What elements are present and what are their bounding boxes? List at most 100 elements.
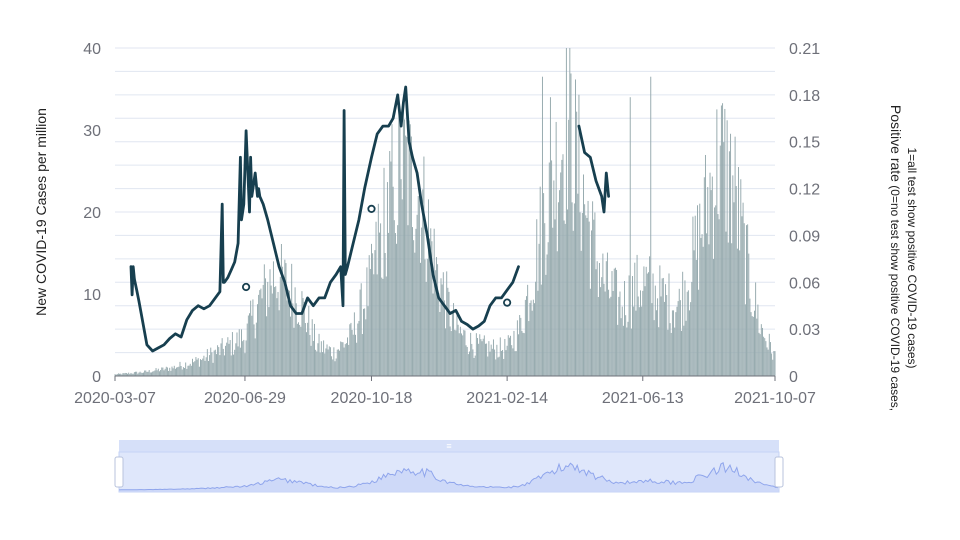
case-bar <box>138 372 140 376</box>
case-bar <box>214 349 216 376</box>
case-bar <box>181 369 183 376</box>
case-bar <box>572 230 574 376</box>
case-bar <box>447 287 449 376</box>
case-bar <box>569 48 571 376</box>
zoom-grip-icon[interactable]: ≡ <box>446 441 451 451</box>
case-bar <box>624 280 626 376</box>
case-bar <box>376 274 378 376</box>
positive-rate-segment <box>129 85 520 353</box>
case-bar <box>245 340 247 376</box>
case-bar <box>736 248 738 376</box>
case-bar <box>593 219 595 376</box>
case-bar <box>490 344 492 376</box>
case-bar <box>602 253 604 376</box>
case-bar <box>391 124 393 376</box>
case-bar <box>321 352 323 376</box>
case-bar <box>678 288 680 376</box>
case-bar <box>406 136 408 376</box>
case-bar <box>608 289 610 376</box>
case-bar <box>553 180 555 376</box>
case-bar <box>665 284 667 376</box>
case-bar <box>255 322 257 376</box>
case-bar <box>341 342 343 376</box>
case-bar <box>515 351 517 376</box>
case-bar <box>628 275 630 376</box>
case-bar <box>307 322 309 376</box>
y-tick-label: 40 <box>83 41 101 58</box>
case-bar <box>496 344 498 376</box>
case-bar <box>448 291 450 376</box>
case-bar <box>629 97 631 376</box>
case-bar <box>291 263 293 376</box>
case-bar <box>222 348 224 376</box>
case-bar <box>285 263 287 376</box>
case-bar <box>319 352 321 376</box>
case-bar <box>690 302 692 376</box>
case-bar <box>598 262 600 376</box>
y-tick-label: 30 <box>83 123 101 140</box>
case-bar <box>164 368 166 376</box>
zoom-move-bar[interactable] <box>119 440 779 452</box>
y-tick-label: 20 <box>83 205 101 222</box>
case-bar <box>241 329 243 376</box>
case-bar <box>121 374 123 376</box>
case-bar <box>274 287 276 376</box>
case-bar <box>331 356 333 376</box>
case-bar <box>455 330 457 376</box>
case-bar <box>720 105 722 376</box>
case-bar <box>243 339 245 376</box>
case-bar <box>457 324 459 376</box>
case-bar <box>616 269 618 376</box>
axes: 2020-03-07 2020-06-29 2020-10-18 2021-02-14… <box>74 41 820 407</box>
case-bar <box>771 353 773 376</box>
case-bar <box>306 332 307 376</box>
case-bar <box>727 242 729 376</box>
case-bar <box>630 328 632 376</box>
case-bar <box>546 254 548 376</box>
case-bar <box>764 338 766 376</box>
positive-rate-marker[interactable] <box>503 298 512 307</box>
case-bar <box>704 154 706 376</box>
case-bar <box>344 344 346 376</box>
case-bar <box>360 283 362 376</box>
case-bar <box>326 344 328 376</box>
case-bar <box>294 287 296 376</box>
case-bar <box>549 97 551 376</box>
case-bar <box>421 227 423 376</box>
case-bar <box>364 308 366 376</box>
case-bar <box>212 362 214 376</box>
case-bar <box>250 300 252 376</box>
case-bar <box>520 317 522 376</box>
case-bar <box>185 362 187 376</box>
case-bar <box>505 350 507 376</box>
case-bar <box>365 319 367 376</box>
case-bar <box>438 293 440 376</box>
case-bar <box>541 76 543 376</box>
zoom-handle-right[interactable] <box>774 456 784 488</box>
case-bar <box>551 160 553 376</box>
case-bar <box>442 272 444 376</box>
case-bar <box>295 303 297 376</box>
data-zoom-slider[interactable]: ≡ <box>114 440 784 493</box>
zoom-handle-left[interactable] <box>114 456 124 488</box>
case-bar <box>139 371 141 376</box>
case-bar <box>430 228 432 376</box>
case-bar <box>769 342 771 376</box>
case-bar <box>653 320 655 376</box>
case-bar <box>679 300 681 376</box>
case-bar <box>506 345 508 376</box>
positive-rate-marker[interactable] <box>367 204 376 213</box>
case-bar <box>257 304 258 376</box>
case-bar <box>698 289 700 376</box>
positive-rate-marker[interactable] <box>241 282 251 292</box>
case-bar <box>568 119 570 376</box>
x-tick-label: 2020-06-29 <box>204 390 286 407</box>
case-bar <box>479 334 481 376</box>
case-bar <box>530 300 532 376</box>
case-bar <box>130 372 132 376</box>
positive-rate-segment <box>577 124 610 214</box>
case-bar <box>174 368 176 376</box>
case-bar <box>449 326 451 376</box>
case-bar <box>141 372 143 376</box>
case-bar <box>268 307 270 376</box>
